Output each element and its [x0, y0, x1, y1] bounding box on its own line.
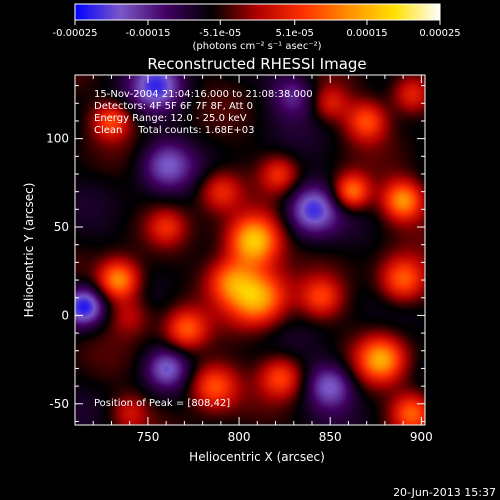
colorbar-tick-label: -5.1e-05: [199, 28, 241, 39]
plot-frame: [74, 74, 426, 426]
info-line-detectors: Detectors: 4F 5F 6F 7F 8F, Att 0: [94, 101, 253, 112]
colorbar-gradient: [74, 3, 441, 21]
chart-title: Reconstructed RHESSI Image: [147, 55, 366, 73]
colorbar: -0.00025 -0.00015 -5.1e-05 5.1e-05 0.00015 0.…: [53, 3, 461, 52]
footer-date: 20-Jun-2013 15:37: [393, 486, 496, 499]
axis-ticks: 750 800 850 900 -50 0 50 100: [46, 75, 433, 444]
colorbar-units: (photons cm⁻² s⁻¹ asec⁻²): [192, 41, 321, 52]
info-line-time: 15-Nov-2004 21:04:16.000 to 21:08:38.000: [94, 89, 313, 100]
y-tick-label: 100: [46, 132, 69, 146]
plot-area: 750 800 850 900 -50 0 50 100 15-Nov-2004 21:04:…: [46, 74, 433, 444]
y-tick-label: 0: [61, 308, 69, 322]
x-tick-label: 800: [228, 430, 251, 444]
colorbar-tick-label: -0.00025: [53, 28, 98, 39]
x-tick-label: 850: [319, 430, 342, 444]
info-line-clean: Clean Total counts: 1.68E+03: [94, 125, 254, 136]
y-tick-label: -50: [49, 397, 69, 411]
peak-position-label: Position of Peak = [808,42]: [94, 398, 230, 409]
x-tick-label: 900: [410, 430, 433, 444]
info-line-energy: Energy Range: 12.0 - 25.0 keV: [94, 113, 247, 124]
colorbar-tick-label: 0.00025: [419, 28, 460, 39]
x-tick-label: 750: [136, 430, 159, 444]
y-axis-label: Heliocentric Y (arcsec): [22, 183, 36, 318]
colorbar-tick-label: 0.00015: [346, 28, 387, 39]
heatmap-image: [75, 75, 425, 425]
colorbar-tick-label: -0.00015: [126, 28, 171, 39]
colorbar-tick-label: 5.1e-05: [276, 28, 314, 39]
info-text: 15-Nov-2004 21:04:16.000 to 21:08:38.000…: [94, 89, 313, 136]
x-axis-label: Heliocentric X (arcsec): [189, 450, 325, 464]
y-tick-label: 50: [54, 220, 69, 234]
colorbar-ticks: -0.00025 -0.00015 -5.1e-05 5.1e-05 0.00015 0.…: [53, 20, 461, 39]
